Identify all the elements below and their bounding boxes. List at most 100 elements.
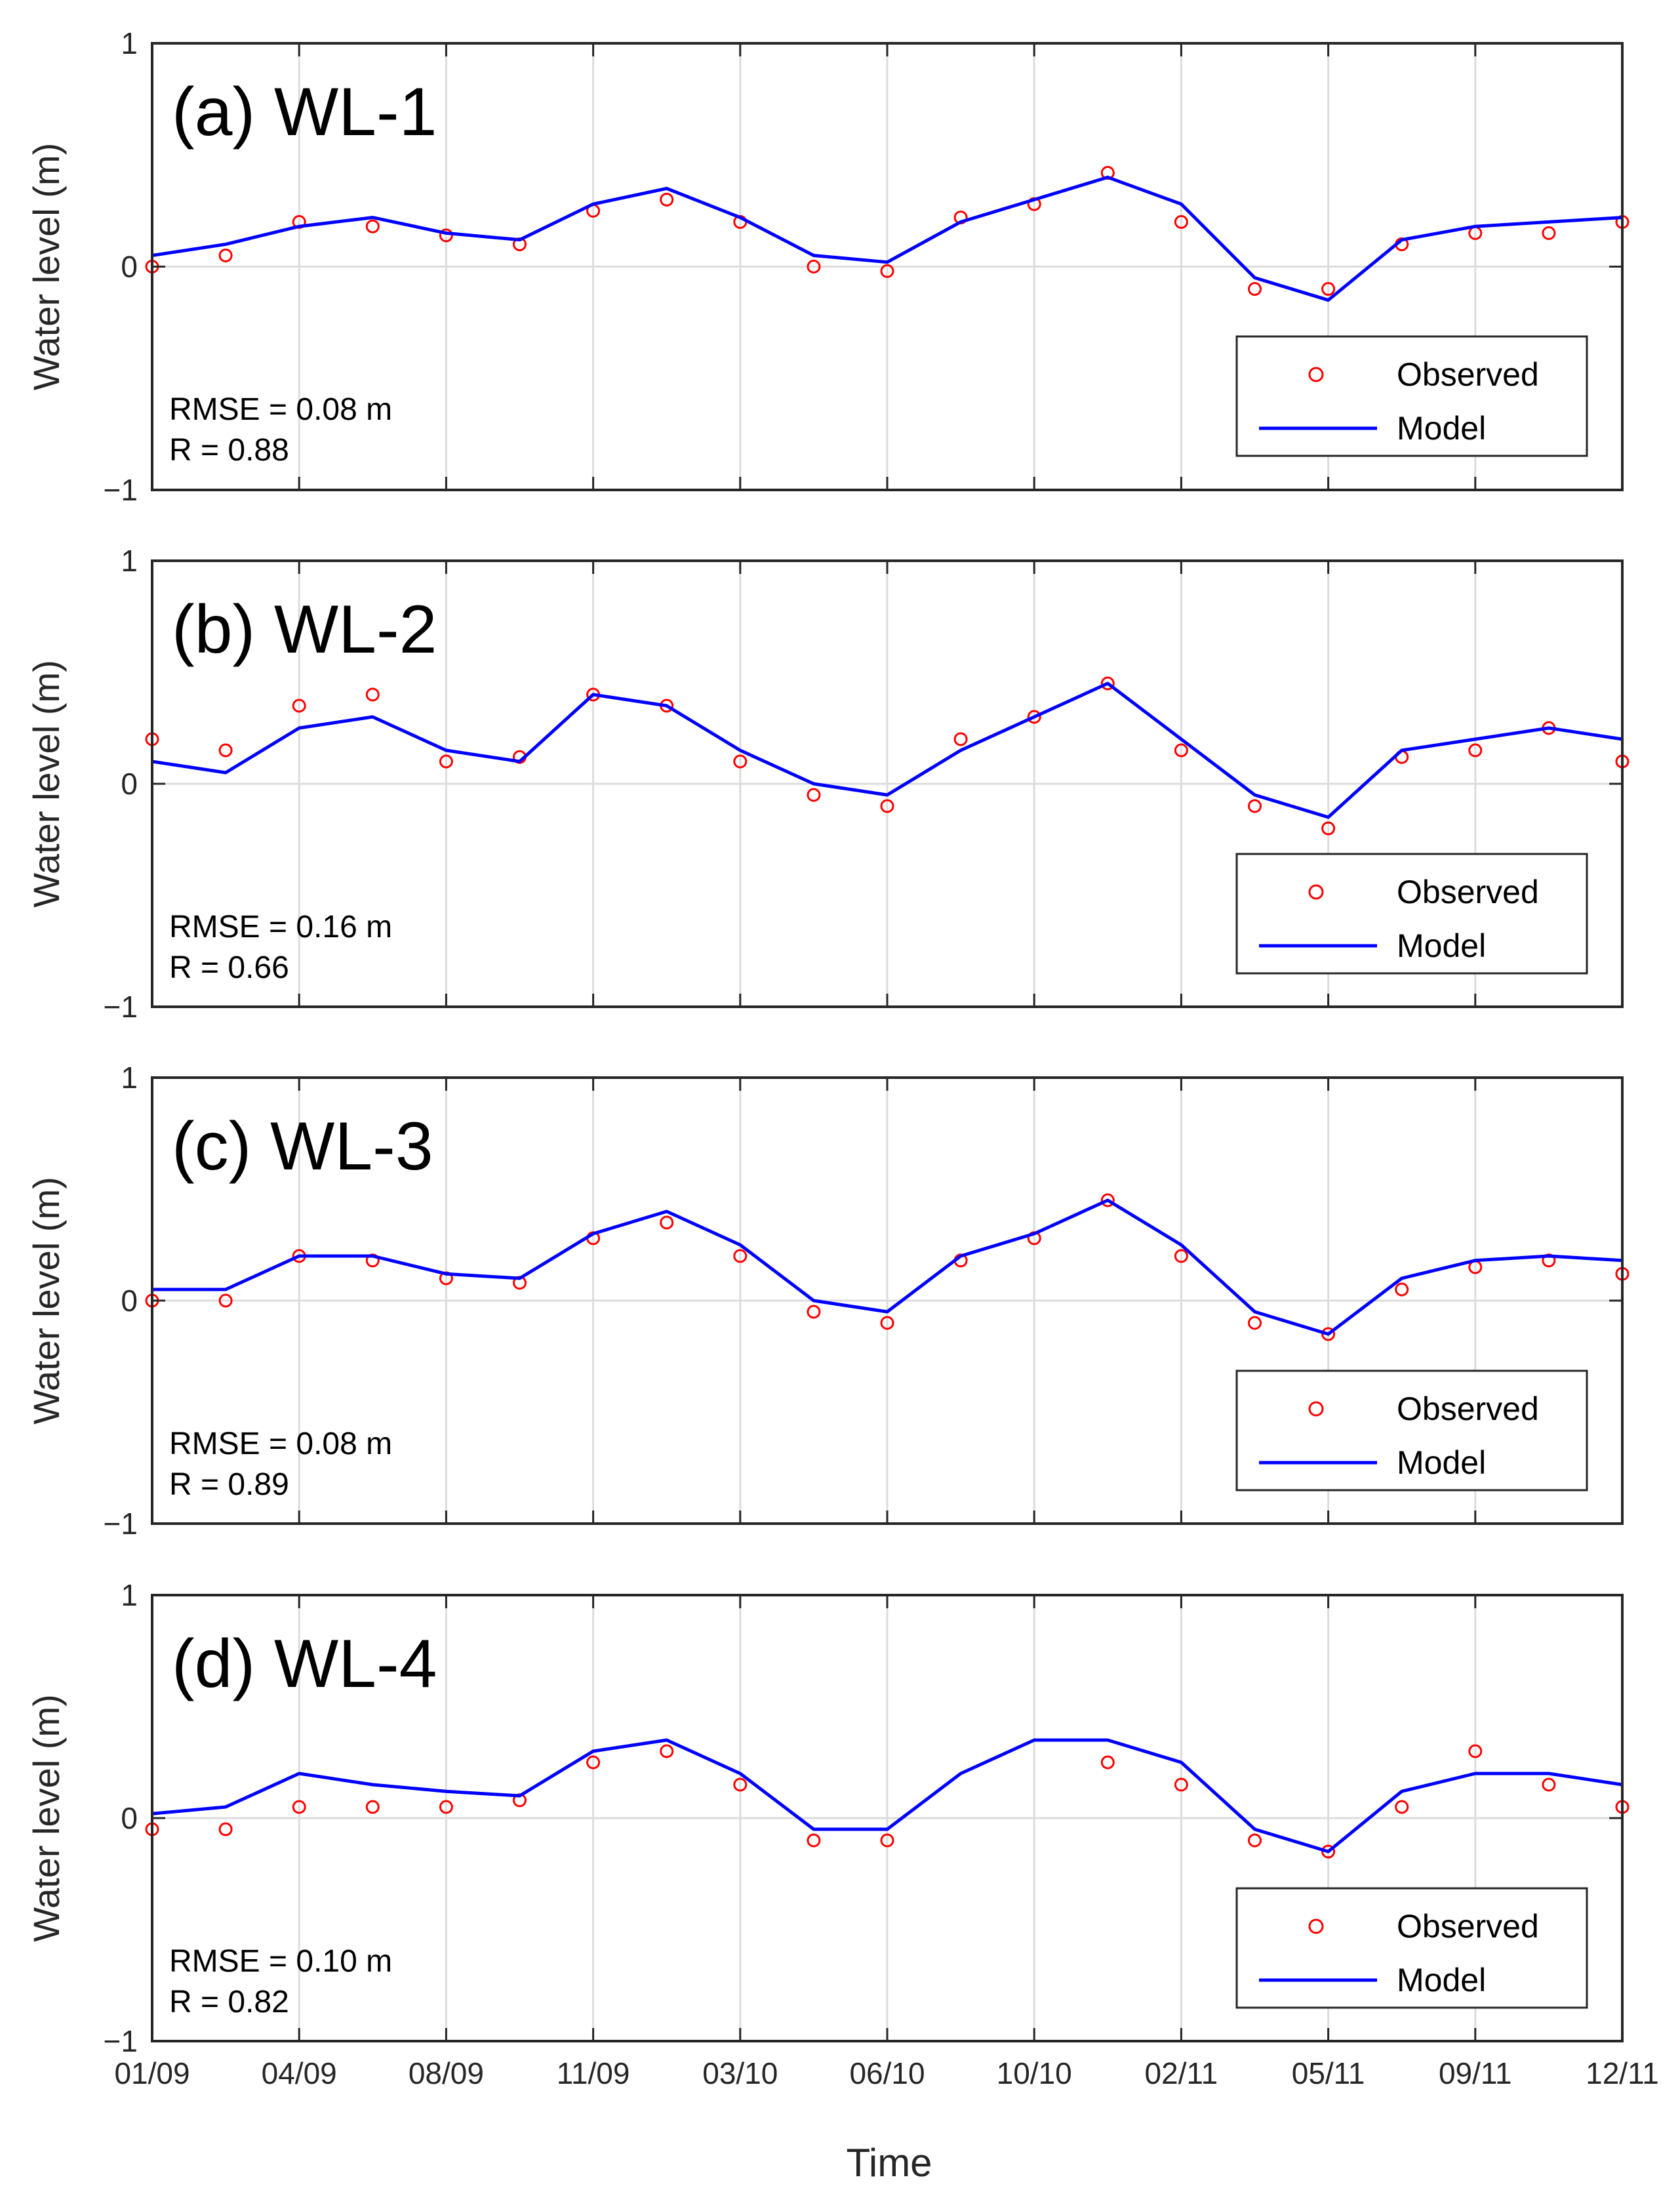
legend-box bbox=[1235, 1887, 1588, 2009]
legend-model-label: Model bbox=[1397, 1444, 1486, 1481]
y-tick-label: 0 bbox=[121, 1801, 138, 1835]
y-tick-label: 0 bbox=[121, 250, 138, 284]
observed-point bbox=[1321, 282, 1336, 296]
y-tick-label: 0 bbox=[121, 767, 138, 801]
y-tick-label: −1 bbox=[104, 473, 138, 507]
observed-point bbox=[1395, 1282, 1409, 1297]
observed-point bbox=[1100, 1193, 1115, 1207]
observed-point bbox=[218, 1822, 233, 1836]
observed-point bbox=[365, 219, 380, 233]
legend: Observed Model bbox=[1235, 1369, 1588, 1491]
observed-point bbox=[1174, 214, 1188, 229]
panel-title: (a) WL-1 bbox=[172, 74, 437, 150]
x-tick-label: 01/09 bbox=[114, 2056, 190, 2090]
model-line bbox=[151, 175, 1623, 302]
legend: Observed Model bbox=[1235, 1887, 1588, 2009]
x-tick-label: 11/09 bbox=[557, 2056, 630, 2090]
panel-title: (b) WL-2 bbox=[172, 592, 437, 668]
observed-point bbox=[807, 1833, 821, 1848]
panel-2: 1 0 −1 Water level (m) (b) WL-2 RMSE = 0.16 m… bbox=[26, 544, 1630, 1024]
legend-observed-marker bbox=[1308, 1918, 1324, 1934]
legend-box bbox=[1235, 853, 1588, 975]
observed-point bbox=[1174, 1777, 1188, 1792]
observed-point bbox=[880, 1316, 894, 1330]
x-tick-label: 03/10 bbox=[702, 2056, 778, 2090]
observed-point bbox=[1027, 710, 1041, 724]
observed-point bbox=[1468, 743, 1483, 758]
observed-point bbox=[439, 1800, 453, 1814]
correlation-label: R = 0.89 bbox=[169, 1467, 289, 1502]
rmse-label: RMSE = 0.10 m bbox=[169, 1944, 392, 1979]
observed-point bbox=[439, 754, 453, 769]
observed-point bbox=[660, 1215, 674, 1230]
panel-title: (d) WL-4 bbox=[172, 1626, 437, 1702]
observed-point bbox=[807, 260, 821, 274]
observed-point bbox=[586, 1755, 601, 1770]
correlation-label: R = 0.66 bbox=[169, 950, 289, 985]
observed-point bbox=[1468, 1744, 1483, 1758]
x-tick-label: 09/11 bbox=[1439, 2056, 1512, 2090]
legend-model-label: Model bbox=[1397, 1962, 1486, 1998]
legend-observed-label: Observed bbox=[1397, 356, 1539, 393]
observed-point bbox=[880, 264, 894, 278]
observed-point bbox=[218, 1293, 233, 1308]
x-tick-label: 06/10 bbox=[849, 2056, 925, 2090]
rmse-label: RMSE = 0.08 m bbox=[169, 392, 392, 427]
observed-point bbox=[365, 1800, 380, 1814]
legend-observed-label: Observed bbox=[1397, 1390, 1539, 1427]
x-tick-label: 02/11 bbox=[1145, 2056, 1218, 2090]
observed-point bbox=[807, 788, 821, 802]
observed-point bbox=[1248, 799, 1262, 813]
observed-point bbox=[733, 1249, 748, 1263]
observed-point bbox=[292, 699, 306, 713]
observed-point bbox=[880, 799, 894, 813]
correlation-label: R = 0.88 bbox=[169, 433, 289, 468]
observed-point bbox=[1542, 226, 1556, 240]
observed-point bbox=[1395, 1800, 1409, 1814]
panels: 1 0 −1 Water level (m) (a) WL-1 RMSE = 0.08 m… bbox=[26, 26, 1659, 2090]
observed-point bbox=[1321, 1327, 1336, 1341]
y-axis-label: Water level (m) bbox=[26, 143, 67, 391]
observed-point bbox=[733, 754, 748, 769]
legend-observed-marker bbox=[1308, 367, 1324, 382]
x-tick-label: 04/09 bbox=[262, 2056, 337, 2090]
observed-point bbox=[660, 192, 674, 207]
legend-model-label: Model bbox=[1397, 927, 1486, 964]
legend-box bbox=[1235, 1369, 1588, 1491]
observed-point bbox=[1248, 1316, 1262, 1330]
y-axis-label: Water level (m) bbox=[26, 660, 67, 908]
observed-point bbox=[1174, 743, 1188, 758]
y-tick-label: −1 bbox=[104, 990, 138, 1024]
legend: Observed Model bbox=[1235, 853, 1588, 975]
observed-point bbox=[1321, 1844, 1336, 1859]
observed-point bbox=[218, 743, 233, 758]
observed-point bbox=[218, 248, 233, 262]
observed-point bbox=[733, 1777, 748, 1792]
observed-point bbox=[1248, 282, 1262, 296]
y-axis-label: Water level (m) bbox=[26, 1177, 67, 1425]
observed-point bbox=[880, 1833, 894, 1848]
y-tick-label: 0 bbox=[121, 1284, 138, 1318]
model-line bbox=[151, 1738, 1623, 1854]
y-tick-label: 1 bbox=[121, 1578, 138, 1612]
panel-title: (c) WL-3 bbox=[172, 1108, 433, 1185]
y-tick-label: 1 bbox=[121, 26, 138, 60]
legend-observed-label: Observed bbox=[1397, 1908, 1539, 1945]
observed-point bbox=[1321, 821, 1336, 836]
panel-4: 1 0 −1 Water level (m) (d) WL-4 RMSE = 0.10 m… bbox=[26, 1578, 1659, 2090]
y-tick-label: 1 bbox=[121, 1061, 138, 1095]
observed-point bbox=[807, 1305, 821, 1319]
model-line bbox=[151, 681, 1623, 819]
rmse-label: RMSE = 0.08 m bbox=[169, 1427, 392, 1461]
legend: Observed Model bbox=[1235, 335, 1588, 457]
observed-point bbox=[292, 1800, 306, 1814]
x-axis-label: Time bbox=[846, 2141, 932, 2185]
x-tick-label: 12/11 bbox=[1586, 2056, 1659, 2090]
y-tick-label: −1 bbox=[104, 2024, 138, 2058]
legend-model-label: Model bbox=[1397, 410, 1486, 447]
legend-observed-marker bbox=[1308, 1401, 1324, 1417]
legend-box bbox=[1235, 335, 1588, 457]
correlation-label: R = 0.82 bbox=[169, 1985, 289, 2019]
panel-3: 1 0 −1 Water level (m) (c) WL-3 RMSE = 0.08 m… bbox=[26, 1061, 1630, 1541]
y-tick-label: −1 bbox=[104, 1507, 138, 1541]
